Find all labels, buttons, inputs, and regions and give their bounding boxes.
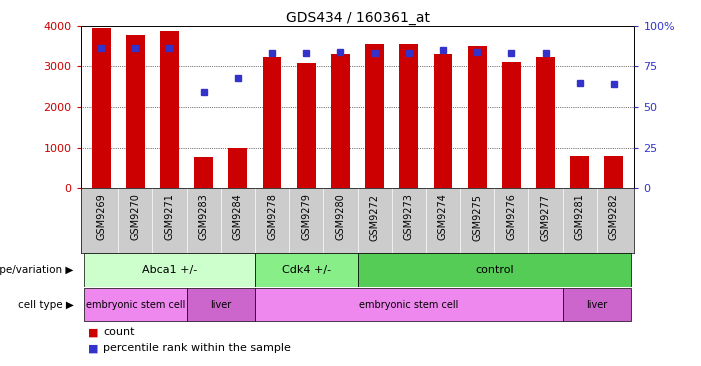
Bar: [255, 253, 358, 287]
Bar: [434, 54, 452, 188]
Bar: [186, 288, 255, 321]
Bar: [331, 54, 350, 188]
Bar: [84, 288, 186, 321]
Bar: [255, 288, 563, 321]
Text: ■: ■: [88, 343, 98, 354]
Bar: [365, 44, 384, 188]
Title: GDS434 / 160361_at: GDS434 / 160361_at: [285, 11, 430, 25]
Bar: [571, 156, 589, 188]
Text: GSM9273: GSM9273: [404, 194, 414, 240]
Text: GSM9271: GSM9271: [165, 194, 175, 240]
Bar: [536, 57, 555, 188]
Text: Cdk4 +/-: Cdk4 +/-: [282, 265, 331, 275]
Bar: [229, 148, 247, 188]
Text: GSM9277: GSM9277: [540, 194, 550, 240]
Text: genotype/variation ▶: genotype/variation ▶: [0, 265, 74, 275]
Bar: [126, 35, 144, 188]
Text: liver: liver: [586, 300, 608, 310]
Text: GSM9276: GSM9276: [506, 194, 517, 240]
Bar: [194, 157, 213, 188]
Text: GSM9269: GSM9269: [96, 194, 106, 240]
Text: GSM9284: GSM9284: [233, 194, 243, 240]
Bar: [468, 46, 486, 188]
Bar: [604, 156, 623, 188]
Bar: [92, 28, 111, 188]
Text: Abca1 +/-: Abca1 +/-: [142, 265, 197, 275]
Bar: [502, 62, 521, 188]
Text: GSM9283: GSM9283: [198, 194, 209, 240]
Text: control: control: [475, 265, 514, 275]
Bar: [297, 63, 315, 188]
Text: GSM9280: GSM9280: [335, 194, 346, 240]
Text: liver: liver: [210, 300, 231, 310]
Bar: [160, 31, 179, 188]
Bar: [84, 253, 255, 287]
Text: percentile rank within the sample: percentile rank within the sample: [103, 343, 291, 354]
Text: GSM9282: GSM9282: [609, 194, 619, 240]
Text: GSM9278: GSM9278: [267, 194, 277, 240]
Bar: [563, 288, 631, 321]
Text: GSM9281: GSM9281: [575, 194, 585, 240]
Text: ■: ■: [88, 327, 98, 337]
Bar: [358, 253, 631, 287]
Text: GSM9275: GSM9275: [472, 194, 482, 240]
Text: GSM9279: GSM9279: [301, 194, 311, 240]
Text: cell type ▶: cell type ▶: [18, 300, 74, 310]
Text: GSM9270: GSM9270: [130, 194, 140, 240]
Text: embryonic stem cell: embryonic stem cell: [86, 300, 185, 310]
Bar: [400, 44, 418, 188]
Text: embryonic stem cell: embryonic stem cell: [359, 300, 458, 310]
Text: count: count: [103, 327, 135, 337]
Text: GSM9272: GSM9272: [369, 194, 380, 240]
Bar: [263, 57, 281, 188]
Text: GSM9274: GSM9274: [438, 194, 448, 240]
